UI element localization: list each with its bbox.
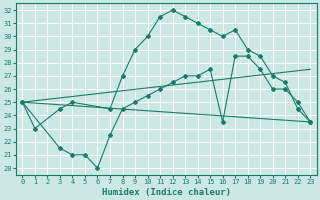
X-axis label: Humidex (Indice chaleur): Humidex (Indice chaleur) xyxy=(102,188,231,197)
